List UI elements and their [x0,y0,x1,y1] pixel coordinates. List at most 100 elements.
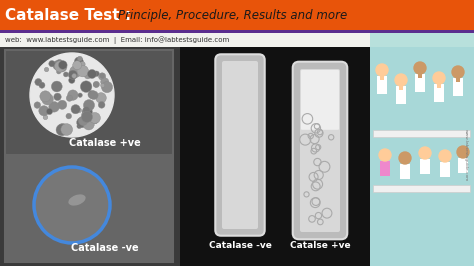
Circle shape [77,124,82,128]
Circle shape [82,107,92,117]
Bar [370,47,474,266]
Circle shape [34,167,110,243]
Circle shape [77,117,87,128]
Bar [380,76,384,80]
Circle shape [376,64,388,76]
Bar [434,84,444,102]
Bar [456,78,460,82]
Circle shape [72,73,77,78]
Circle shape [100,73,105,78]
Circle shape [68,90,78,100]
Circle shape [100,83,105,88]
Bar [440,162,450,177]
Circle shape [77,65,89,77]
Bar [370,33,474,47]
Bar [453,78,463,96]
Circle shape [61,124,73,135]
Circle shape [90,91,98,99]
Bar [0,0,474,30]
Circle shape [53,60,62,70]
Circle shape [93,81,100,88]
Circle shape [49,102,59,112]
Circle shape [43,115,48,120]
Circle shape [56,60,63,66]
Bar [5,50,173,155]
Circle shape [58,100,67,109]
Circle shape [51,81,62,92]
Bar [373,185,470,192]
Circle shape [399,152,411,164]
Bar [399,86,403,90]
Circle shape [66,95,73,101]
Circle shape [395,74,407,86]
Circle shape [40,91,51,102]
Circle shape [58,123,68,133]
Circle shape [414,62,426,74]
Circle shape [83,100,94,111]
Bar [180,47,370,266]
Bar [400,164,410,179]
Circle shape [82,111,92,122]
Circle shape [83,119,94,130]
Bar [0,33,474,47]
Circle shape [46,108,53,115]
Circle shape [55,61,66,72]
Circle shape [56,61,67,72]
Bar [0,30,474,33]
Circle shape [56,70,61,74]
Circle shape [69,77,75,84]
Circle shape [66,113,72,119]
Circle shape [42,93,53,105]
Circle shape [78,93,82,97]
Circle shape [56,124,68,136]
Circle shape [34,102,41,108]
Circle shape [439,150,451,162]
Circle shape [68,70,77,79]
FancyBboxPatch shape [293,62,347,239]
Circle shape [452,66,464,78]
Circle shape [93,120,98,124]
Bar [420,159,430,174]
Circle shape [42,93,46,97]
Circle shape [84,72,91,79]
Bar [5,157,173,262]
Text: Catalase Test :: Catalase Test : [5,7,137,23]
Bar [0,47,180,266]
Circle shape [99,73,106,80]
Circle shape [90,71,94,75]
Circle shape [78,116,88,126]
Circle shape [81,81,92,92]
Text: www.labtestsguide.com: www.labtestsguide.com [464,129,468,181]
Bar [380,161,390,176]
Circle shape [77,108,82,113]
Circle shape [94,71,100,76]
Bar [0,47,370,266]
Circle shape [44,67,49,72]
Circle shape [101,81,112,93]
Circle shape [88,69,97,78]
Bar [377,76,387,94]
Circle shape [82,111,88,117]
Circle shape [49,61,55,67]
Text: Catalase +ve: Catalase +ve [69,138,141,148]
Circle shape [457,146,469,158]
FancyBboxPatch shape [222,61,258,229]
Bar [437,84,441,88]
Bar [418,74,422,78]
Text: web:  www.labtestsguide.com  |  Email: info@labtestsguide.com: web: www.labtestsguide.com | Email: info… [5,36,229,44]
Circle shape [88,90,96,99]
Circle shape [35,78,42,86]
Circle shape [73,61,82,70]
Circle shape [98,102,105,108]
Circle shape [64,72,68,77]
Circle shape [90,113,100,123]
Circle shape [70,66,82,78]
Circle shape [77,56,82,61]
Text: Catalase -ve: Catalase -ve [71,243,139,253]
Text: Catalase -ve: Catalase -ve [209,240,272,250]
Circle shape [80,62,85,67]
Text: Catalse +ve: Catalse +ve [290,240,350,250]
Circle shape [77,65,83,72]
Circle shape [54,93,61,101]
Circle shape [96,93,106,103]
